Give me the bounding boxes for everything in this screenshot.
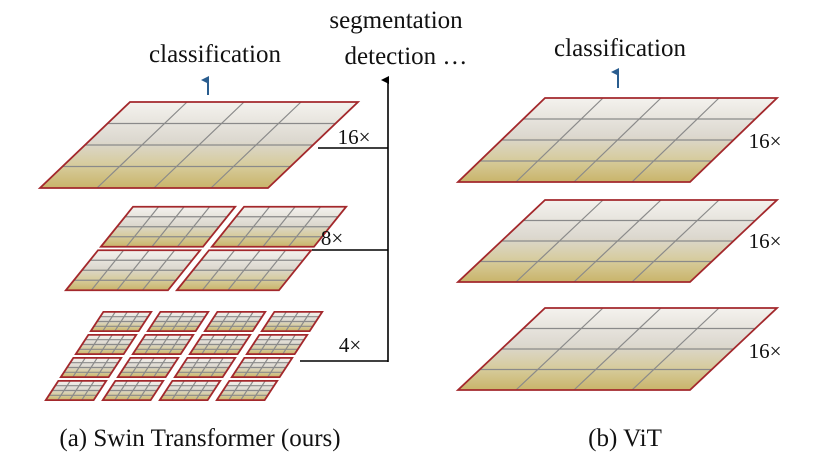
patch-grid [252,380,266,401]
patch-grid [141,249,176,291]
window-border [116,356,180,379]
patch-grid [153,357,167,378]
patch-grid [96,357,110,378]
feature-maps [37,97,780,402]
window-border [260,310,324,333]
window-border [230,356,294,379]
window-border [59,356,123,379]
window-border [146,310,210,333]
patch-grid [81,380,95,401]
scale-label: 16× [749,129,782,153]
window-border [89,310,153,333]
window-border [101,379,165,402]
window-border [98,205,238,248]
window-border [63,249,203,292]
patch-grid [210,357,224,378]
window-border [245,333,309,356]
patch-grid [252,249,287,291]
patch-grid [287,206,322,248]
patch-grid [183,311,197,332]
window-border [173,356,237,379]
window-border [203,310,267,333]
patch-grid [111,334,125,355]
window-border [455,307,780,391]
patch-grid [176,206,211,248]
patch-grid [225,334,239,355]
patch-grid [126,311,140,332]
window-border [74,333,138,356]
patch-grid [631,199,720,283]
patch-grid [297,311,311,332]
scale-label: 8× [321,226,343,250]
scale-label: 4× [339,333,361,357]
patch-grid [138,380,152,401]
window-border [158,379,222,402]
window-border [455,199,780,283]
caption: (a) Swin Transformer (ours) [59,425,340,452]
caption: (b) ViT [588,425,662,452]
window-border [215,379,279,402]
scale-label: 16× [338,125,371,149]
patch-grid [210,101,302,189]
label: segmentation [329,7,463,34]
window-border [209,205,349,248]
patch-grid [267,357,281,378]
patch-grid [631,97,720,183]
patch-grid [240,311,254,332]
window-border [44,379,108,402]
scale-label: 16× [749,229,782,253]
patch-grid [195,380,209,401]
label: classification [149,41,281,68]
window-border [188,333,252,356]
window-border [455,97,780,183]
patch-grid [282,334,296,355]
label: classification [554,35,686,62]
label: detection … [345,43,468,70]
window-border [174,249,314,292]
patch-grid [631,307,720,391]
window-border [37,101,361,189]
patch-grid [168,334,182,355]
window-border [131,333,195,356]
scale-label: 16× [749,339,782,363]
